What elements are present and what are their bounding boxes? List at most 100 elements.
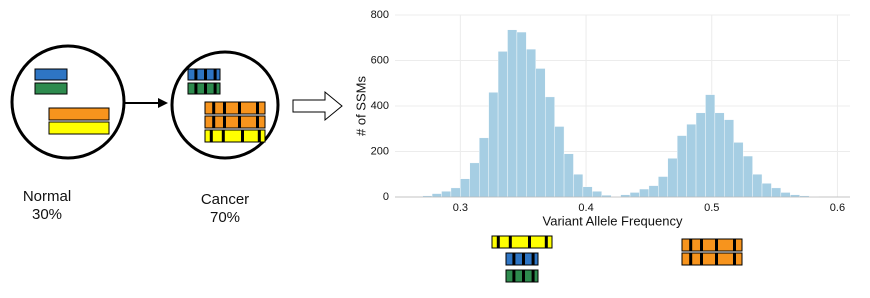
histogram-bar — [507, 30, 516, 197]
histogram-bar — [753, 174, 762, 197]
histogram: 0 200 400 600 800 0.3 0.4 0.5 0.6 Variant Allele … — [353, 9, 850, 229]
stripe — [194, 83, 197, 94]
histogram-bar — [621, 195, 630, 197]
histogram-bar — [583, 187, 592, 197]
stripe — [689, 239, 692, 251]
histogram-bar — [781, 192, 790, 197]
hollow-arrow — [293, 92, 342, 120]
stripe — [256, 102, 259, 114]
histogram-bar — [715, 113, 724, 197]
stripe — [241, 130, 244, 142]
stripe — [258, 130, 261, 142]
y-tick-label: 600 — [371, 54, 389, 66]
cancer-label: Cancer — [201, 191, 249, 208]
arrow-head — [158, 98, 168, 108]
histogram-bar — [555, 126, 564, 197]
stripe — [733, 253, 736, 265]
stripe — [532, 270, 535, 282]
stripe — [204, 83, 207, 94]
histogram-bar — [724, 120, 733, 197]
y-tick-label: 200 — [371, 145, 389, 157]
stripe — [214, 83, 217, 94]
normal-fraction: 30% — [32, 206, 62, 223]
histogram-bar — [658, 177, 667, 197]
chromosome — [205, 130, 265, 142]
histogram-bar — [442, 191, 451, 197]
stripe — [497, 236, 500, 248]
histogram-bar — [517, 32, 526, 197]
x-tick-label: 0.5 — [704, 202, 719, 214]
y-tick-label: 0 — [383, 191, 389, 203]
stripe — [223, 102, 226, 114]
stripe — [214, 69, 217, 80]
stripe — [545, 236, 548, 248]
histogram-bar — [489, 92, 498, 197]
histogram-bar — [451, 188, 460, 197]
stripe — [512, 270, 515, 282]
stripe — [223, 116, 226, 128]
histogram-bar — [564, 154, 573, 197]
histogram-bar — [432, 194, 441, 197]
chromosome — [492, 236, 552, 248]
histogram-bar — [545, 97, 554, 197]
histogram-bar — [592, 191, 601, 197]
stripe — [222, 130, 225, 142]
stripe — [509, 236, 512, 248]
stripe — [204, 69, 207, 80]
histogram-bar — [630, 192, 639, 197]
stripe — [522, 253, 525, 265]
stripe — [532, 253, 535, 265]
x-axis-label: Variant Allele Frequency — [543, 213, 683, 228]
normal-cell — [12, 46, 124, 158]
cell-outline — [12, 46, 124, 158]
stripe — [238, 102, 241, 114]
histogram-bar — [526, 49, 535, 197]
y-tick-label: 400 — [371, 100, 389, 112]
stripe — [700, 239, 703, 251]
stripe — [194, 69, 197, 80]
x-tick-label: 0.3 — [453, 202, 468, 214]
y-axis-label: # of SSMs — [353, 76, 368, 136]
histogram-bar — [743, 156, 752, 197]
chromosome — [49, 122, 109, 134]
histogram-bar — [479, 138, 488, 197]
histogram-bar — [460, 179, 469, 197]
histogram-bar — [639, 189, 648, 197]
cancer-fraction: 70% — [210, 209, 240, 226]
histogram-bar — [790, 195, 799, 197]
stripe — [715, 253, 718, 265]
histogram-bar — [498, 51, 507, 197]
stripe — [212, 102, 215, 114]
x-tick-label: 0.6 — [830, 202, 845, 214]
histogram-bar — [573, 174, 582, 197]
stripe — [700, 253, 703, 265]
stripe — [238, 116, 241, 128]
y-tick-label: 800 — [371, 9, 389, 21]
stripe — [212, 116, 215, 128]
histogram-bar — [677, 136, 686, 197]
chromosome — [35, 69, 67, 80]
chromosome — [49, 108, 109, 120]
histogram-bar — [536, 68, 545, 197]
histogram-bar — [687, 124, 696, 197]
histogram-bar — [668, 158, 677, 197]
x-tick-label: 0.4 — [578, 202, 593, 214]
normal-label: Normal — [23, 188, 71, 205]
stripe — [715, 239, 718, 251]
stripe — [210, 130, 213, 142]
chromosome — [35, 83, 67, 94]
histogram-bar — [762, 183, 771, 197]
histogram-bar — [705, 95, 714, 197]
histogram-bar — [649, 186, 658, 197]
histogram-bar — [696, 113, 705, 197]
stripe — [522, 270, 525, 282]
histogram-bar — [771, 188, 780, 197]
stripe — [733, 239, 736, 251]
stripe — [512, 253, 515, 265]
histogram-bar — [470, 163, 479, 197]
histogram-bar — [734, 142, 743, 197]
stripe — [256, 116, 259, 128]
stripe — [689, 253, 692, 265]
stripe — [528, 236, 531, 248]
